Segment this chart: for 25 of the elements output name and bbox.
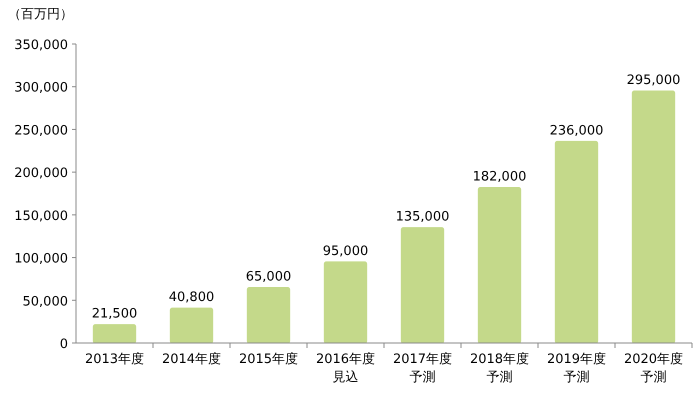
y-tick-label: 0 [60,337,68,352]
data-label: 135,000 [396,210,450,225]
y-tick-label: 50,000 [22,294,68,310]
data-label: 65,000 [246,269,292,284]
x-tick-label: 2019年度予測 [546,351,606,385]
x-tick-label: 2015年度 [238,351,298,367]
data-label: 21,500 [92,306,138,322]
data-label: 95,000 [322,244,368,259]
x-tick-label: 2017年度予測 [392,351,452,385]
y-tick-label: 100,000 [14,252,68,267]
x-tick-label: 2014年度 [162,351,222,367]
y-tick-label: 350,000 [14,38,68,53]
y-tick-label: 200,000 [14,166,68,182]
data-label: 295,000 [626,72,680,88]
data-label: 182,000 [472,170,526,185]
y-tick-label: 250,000 [14,123,68,138]
y-tick-label: 150,000 [14,208,68,224]
x-tick-label: 2018年度予測 [470,351,530,385]
x-tick-label: 2016年度見込 [316,351,376,385]
data-label: 40,800 [168,290,214,306]
x-tick-label: 2013年度 [84,351,144,367]
ylabel: （百万円） [8,7,73,22]
x-tick-label: 2020年度予測 [624,351,684,385]
y-tick-label: 300,000 [14,80,68,96]
data-label: 236,000 [550,123,604,138]
